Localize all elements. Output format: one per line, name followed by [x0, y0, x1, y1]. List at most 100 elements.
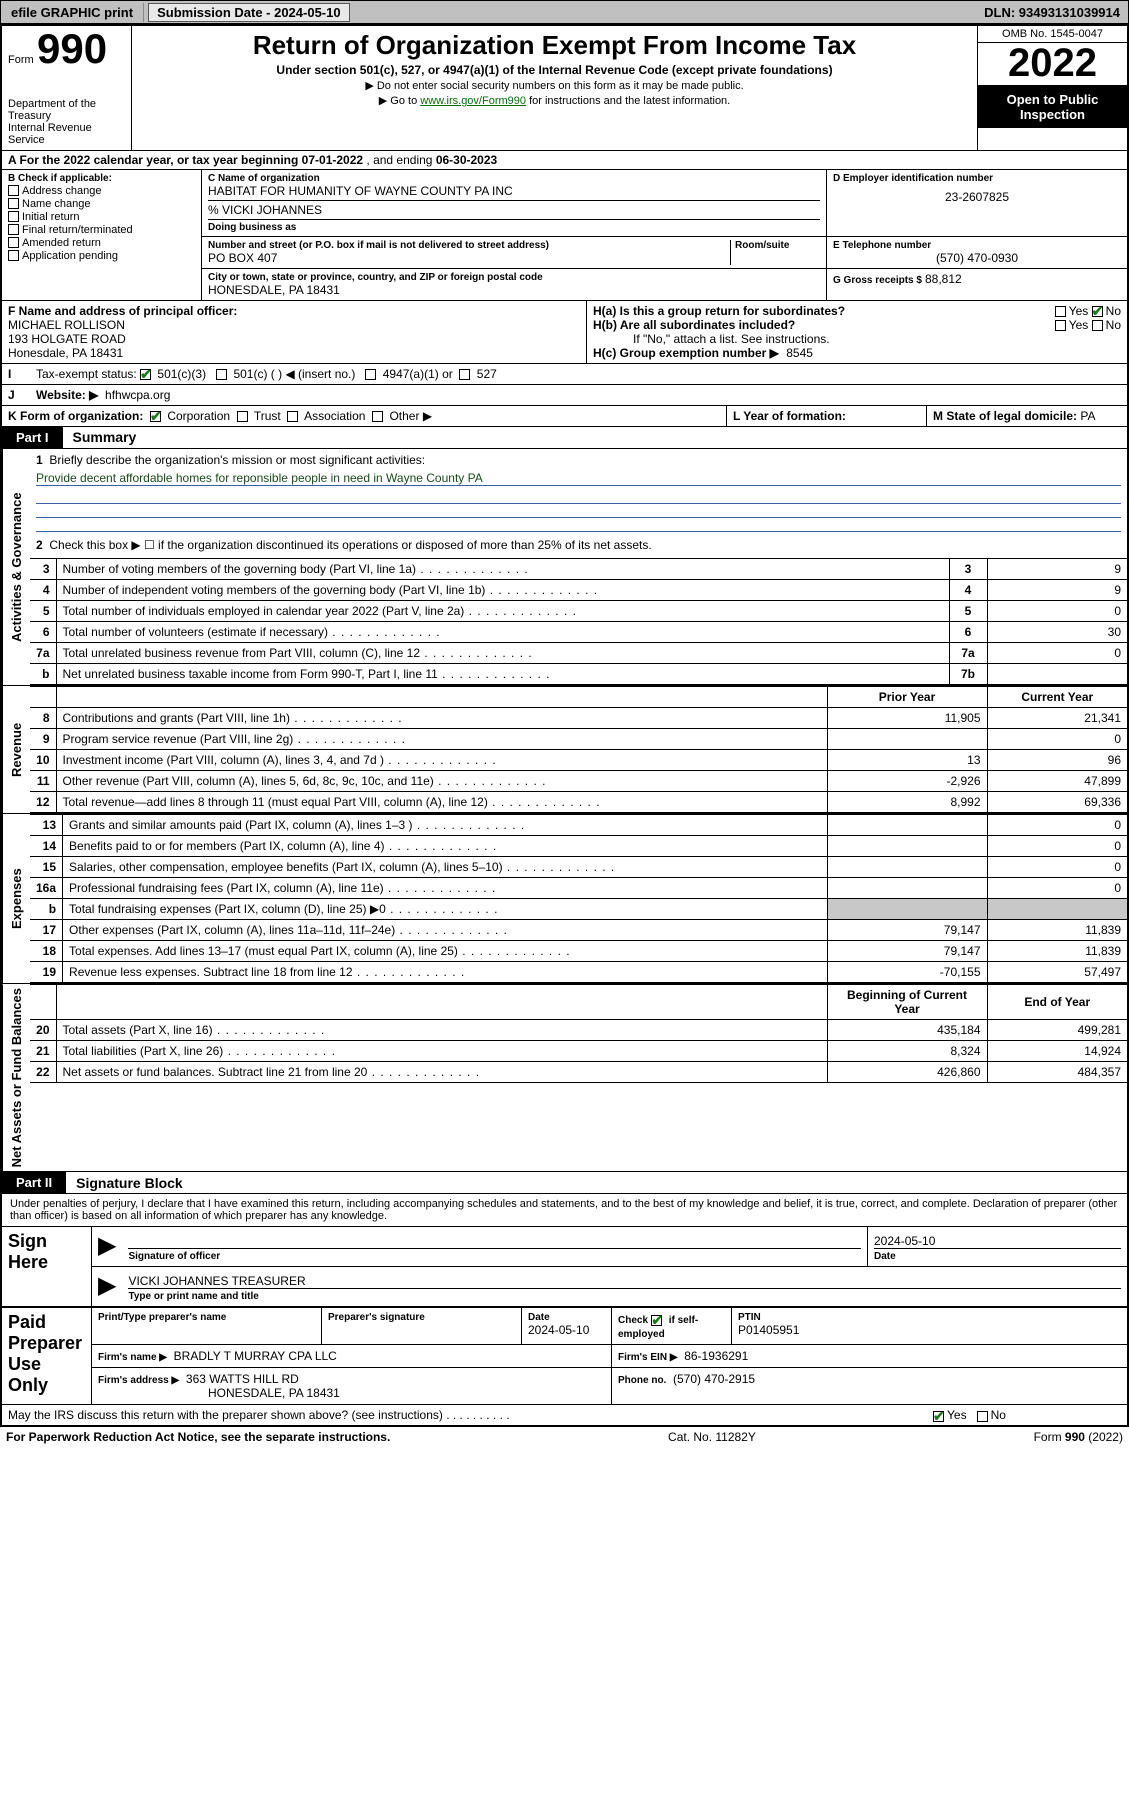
ha-yes-checkbox[interactable] [1055, 306, 1066, 317]
hb-note: If "No," attach a list. See instructions… [593, 332, 1121, 346]
corp-checkbox[interactable] [150, 411, 161, 422]
table-row: 6Total number of volunteers (estimate if… [30, 621, 1127, 642]
table-row: 13Grants and similar amounts paid (Part … [30, 814, 1127, 835]
row-klm: K Form of organization: Corporation Trus… [1, 406, 1128, 427]
trust-checkbox[interactable] [237, 411, 248, 422]
name-title-caption: Type or print name and title [128, 1291, 1121, 1302]
ptin-value: P01405951 [738, 1323, 1121, 1337]
room-label: Room/suite [735, 240, 820, 251]
discuss-yes-checkbox[interactable] [933, 1411, 944, 1422]
end-year-header: End of Year [987, 984, 1127, 1019]
table-row: 5Total number of individuals employed in… [30, 600, 1127, 621]
preparer-name-label: Print/Type preparer's name [98, 1312, 315, 1323]
gross-receipts-value: 88,812 [925, 272, 962, 286]
table-row: 11Other revenue (Part VIII, column (A), … [30, 770, 1127, 791]
mission-rule-1 [36, 490, 1121, 504]
table-row: 7aTotal unrelated business revenue from … [30, 642, 1127, 663]
other-checkbox[interactable] [372, 411, 383, 422]
cat-no: Cat. No. 11282Y [668, 1430, 756, 1444]
hc-label: H(c) Group exemption number ▶ [593, 346, 779, 360]
check-final-return[interactable]: Final return/terminated [8, 224, 195, 236]
line1-label: Briefly describe the organization's miss… [49, 453, 425, 467]
officer-addr1: 193 HOLGATE ROAD [8, 332, 126, 346]
officer-signature-line[interactable] [128, 1231, 861, 1249]
501c3-checkbox[interactable] [140, 369, 151, 380]
form-prefix: Form [8, 54, 34, 66]
org-name-label: C Name of organization [208, 173, 820, 184]
website-value: hfhwcpa.org [105, 388, 170, 402]
form-number: 990 [37, 25, 107, 72]
form-org-label: K Form of organization: [8, 409, 143, 423]
penalties-declaration: Under penalties of perjury, I declare th… [1, 1194, 1128, 1226]
form-header: Form 990 Department of the Treasury Inte… [1, 25, 1128, 151]
domicile-label: M State of legal domicile: [933, 409, 1077, 423]
tax-year-begin: 07-01-2022 [302, 153, 363, 167]
firm-addr-label: Firm's address ▶ [98, 1375, 179, 1386]
paperwork-notice: For Paperwork Reduction Act Notice, see … [6, 1430, 390, 1444]
assoc-checkbox[interactable] [287, 411, 298, 422]
check-address-change[interactable]: Address change [8, 185, 195, 197]
officer-name: MICHAEL ROLLISON [8, 318, 125, 332]
box-f-label: F Name and address of principal officer: [8, 304, 237, 318]
table-row: 22Net assets or fund balances. Subtract … [30, 1061, 1127, 1082]
table-row: 15Salaries, other compensation, employee… [30, 856, 1127, 877]
expenses-table: 13Grants and similar amounts paid (Part … [30, 814, 1127, 983]
tax-year-row: A For the 2022 calendar year, or tax yea… [1, 151, 1128, 170]
table-row: 20Total assets (Part X, line 16)435,1844… [30, 1019, 1127, 1040]
check-name-change[interactable]: Name change [8, 198, 195, 210]
tax-year-mid: , and ending [366, 153, 435, 167]
gross-receipts-label: G Gross receipts $ [833, 275, 922, 286]
paid-preparer-label: Paid Preparer Use Only [2, 1308, 92, 1405]
row-i: I Tax-exempt status: 501(c)(3) 501(c) ( … [1, 364, 1128, 385]
officer-addr2: Honesdale, PA 18431 [8, 346, 123, 360]
self-employed-checkbox[interactable] [651, 1315, 662, 1326]
form-990-page: Form 990 Department of the Treasury Inte… [0, 24, 1129, 1427]
website-label: Website: ▶ [36, 388, 98, 402]
mission-rule-3 [36, 518, 1121, 532]
firm-addr1: 363 WATTS HILL RD [186, 1372, 299, 1386]
dba-label: Doing business as [208, 219, 820, 233]
527-checkbox[interactable] [459, 369, 470, 380]
submission-date-button[interactable]: Submission Date - 2024-05-10 [148, 3, 350, 22]
table-row: 21Total liabilities (Part X, line 26)8,3… [30, 1040, 1127, 1061]
revenue-side-label: Revenue [2, 686, 30, 813]
officer-sig-caption: Signature of officer [128, 1251, 861, 1262]
ha-no-checkbox[interactable] [1092, 306, 1103, 317]
governance-side-label: Activities & Governance [2, 449, 30, 685]
hb-yes-checkbox[interactable] [1055, 320, 1066, 331]
discuss-no-checkbox[interactable] [977, 1411, 988, 1422]
irs-form990-link[interactable]: www.irs.gov/Form990 [420, 95, 526, 107]
check-application-pending[interactable]: Application pending [8, 250, 195, 262]
phone-label: E Telephone number [833, 240, 1121, 251]
table-row: bNet unrelated business taxable income f… [30, 663, 1127, 684]
care-of: % VICKI JOHANNES [208, 200, 820, 217]
irs-label: Internal Revenue Service [8, 122, 125, 146]
check-self-employed-label: Check [618, 1315, 648, 1326]
page-footer: For Paperwork Reduction Act Notice, see … [0, 1427, 1129, 1447]
city-label: City or town, state or province, country… [208, 272, 820, 283]
form-subtitle: Under section 501(c), 527, or 4947(a)(1)… [138, 63, 971, 77]
discuss-row: May the IRS discuss this return with the… [1, 1405, 1128, 1426]
street-label: Number and street (or P.O. box if mail i… [208, 240, 730, 251]
preparer-sig-label: Preparer's signature [328, 1312, 515, 1323]
501c-checkbox[interactable] [216, 369, 227, 380]
firm-ein-label: Firm's EIN ▶ [618, 1352, 678, 1363]
hb-no-checkbox[interactable] [1092, 320, 1103, 331]
tax-exempt-label: Tax-exempt status: [36, 367, 137, 381]
ssn-note: ▶ Do not enter social security numbers o… [138, 79, 971, 92]
check-initial-return[interactable]: Initial return [8, 211, 195, 223]
table-row: bTotal fundraising expenses (Part IX, co… [30, 898, 1127, 919]
4947-checkbox[interactable] [365, 369, 376, 380]
mission-text: Provide decent affordable homes for repo… [36, 471, 1121, 486]
hc-value: 8545 [786, 346, 813, 360]
firm-phone-label: Phone no. [618, 1375, 666, 1386]
ptin-label: PTIN [738, 1312, 1121, 1323]
firm-name-label: Firm's name ▶ [98, 1352, 167, 1363]
goto-note: ▶ Go to www.irs.gov/Form990 for instruct… [138, 94, 971, 107]
check-amended-return[interactable]: Amended return [8, 237, 195, 249]
form-title: Return of Organization Exempt From Incom… [138, 30, 971, 61]
ein-label: D Employer identification number [833, 173, 1121, 184]
table-row: 3Number of voting members of the governi… [30, 558, 1127, 579]
tax-year-end: 06-30-2023 [436, 153, 497, 167]
efile-label[interactable]: efile GRAPHIC print [1, 3, 144, 22]
